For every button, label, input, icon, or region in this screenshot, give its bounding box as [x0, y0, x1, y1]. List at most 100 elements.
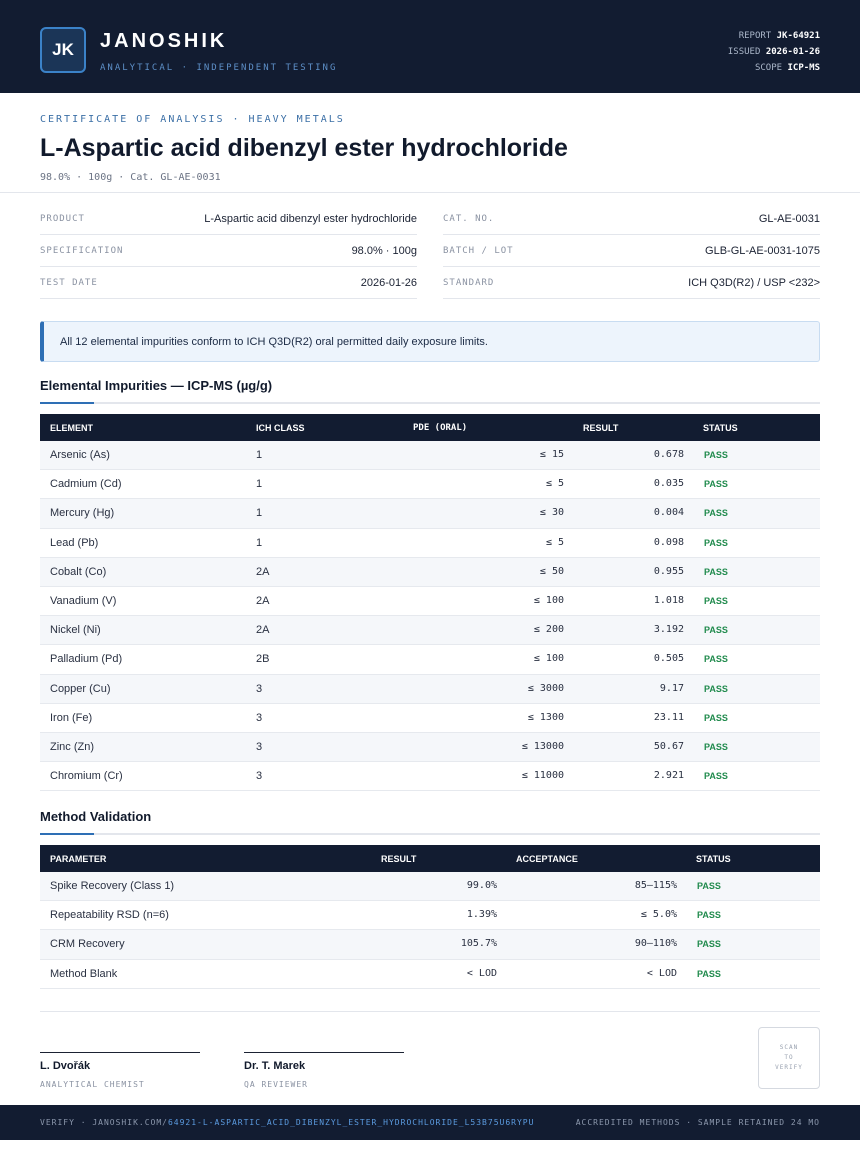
impurities-section-title: Elemental Impurities — ICP-MS (µg/g) [40, 378, 273, 393]
table-row: Iron (Fe) 3 ≤ 1300 23.11 PASS [40, 704, 820, 733]
table-row: Nickel (Ni) 2A ≤ 200 3.192 PASS [40, 616, 820, 646]
cell-pde: ≤ 13000 [521, 740, 564, 752]
col-element: ELEMENT [50, 423, 94, 433]
info-value: ICH Q3D(R2) / USP <232> [688, 276, 820, 289]
qr-text: SCAN [779, 1044, 799, 1051]
info-label: PRODUCT [40, 213, 85, 224]
cell-result: 2.921 [653, 770, 684, 782]
cell-pde: ≤ 3000 [527, 682, 564, 694]
divider [40, 1011, 820, 1012]
info-label: CAT. NO. [443, 213, 495, 224]
cell-result: 9.17 [659, 682, 684, 694]
status-badge: PASS [697, 881, 721, 891]
report-footer: VERIFY · JANOSHIK.COM/64921-L-ASPARTIC_A… [0, 1105, 860, 1140]
col-ich-class: ICH CLASS [256, 423, 305, 433]
cell-pde: ≤ 100 [533, 653, 564, 665]
cell-result: 3.192 [653, 624, 684, 636]
signature-reviewer: Dr. T. Marek QA REVIEWER [244, 1052, 404, 1089]
status-badge: PASS [704, 771, 728, 782]
info-label: TEST DATE [40, 277, 98, 288]
table-body: Arsenic (As) 1 ≤ 15 0.678 PASS Cadmium (Cd) 1 ≤… [40, 441, 820, 792]
status-badge: PASS [704, 654, 728, 665]
cell-ich-class: 2B [256, 653, 270, 666]
info-row-product: PRODUCT L-Aspartic acid dibenzyl ester h… [40, 203, 417, 235]
col-parameter: PARAMETER [50, 854, 107, 864]
page-title: L-Aspartic acid dibenzyl ester hydrochlo… [40, 134, 568, 162]
table-header: PARAMETER RESULT ACCEPTANCE STATUS [40, 845, 820, 872]
info-row-standard: STANDARD ICH Q3D(R2) / USP <232> [443, 267, 820, 299]
cell-ich-class: 2A [256, 594, 270, 607]
verify-line: VERIFY · JANOSHIK.COM/64921-L-ASPARTIC_A… [40, 1118, 534, 1127]
cell-result: 0.955 [653, 565, 684, 577]
info-value: 98.0% · 100g [351, 244, 417, 257]
cell-result: 23.11 [653, 711, 684, 723]
brand-name: JANOSHIK [100, 30, 228, 52]
validation-section-title: Method Validation [40, 809, 152, 824]
logo: JK [40, 27, 86, 73]
cell-result: 1.018 [653, 594, 684, 606]
cell-result: 0.035 [653, 478, 684, 490]
cell-result: 1.39% [466, 909, 497, 921]
cell-element: Nickel (Ni) [50, 624, 101, 637]
qr-text: VERIFY [775, 1064, 803, 1071]
info-value: GL-AE-0031 [758, 212, 820, 225]
status-badge: PASS [697, 910, 721, 921]
cell-pde: ≤ 5 [545, 478, 564, 490]
col-status: STATUS [696, 854, 731, 864]
footer-note: ACCREDITED METHODS · SAMPLE RETAINED 24 … [575, 1118, 820, 1127]
signature-role: ANALYTICAL CHEMIST [40, 1080, 145, 1089]
cell-element: Mercury (Hg) [50, 507, 115, 520]
scope-label: SCOPE [754, 63, 783, 73]
table-row: Cadmium (Cd) 1 ≤ 5 0.035 PASS [40, 470, 820, 500]
conformance-notice: All 12 elemental impurities conform to I… [40, 321, 820, 362]
table-row: Method Blank < LOD < LOD PASS [40, 960, 820, 989]
table-row: Copper (Cu) 3 ≤ 3000 9.17 PASS [40, 674, 820, 704]
cell-ich-class: 2A [256, 565, 270, 578]
cell-ich-class: 1 [256, 449, 263, 461]
table-row: Repeatability RSD (n=6) 1.39% ≤ 5.0% PASS [40, 901, 820, 931]
cell-pde: ≤ 1300 [527, 711, 564, 723]
info-value: L-Aspartic acid dibenzyl ester hydrochlo… [204, 212, 417, 225]
status-badge: PASS [704, 479, 728, 490]
issued-date: 2026-01-26 [765, 47, 820, 57]
signature-name: Dr. T. Marek [244, 1060, 306, 1072]
cell-result: 0.505 [653, 653, 684, 665]
cell-acceptance: ≤ 5.0% [640, 909, 677, 921]
status-badge: PASS [704, 566, 728, 577]
verify-qr-code[interactable]: SCAN TO VERIFY [758, 1027, 820, 1089]
signature-name: L. Dvořák [40, 1060, 91, 1072]
col-status: STATUS [703, 423, 738, 433]
cell-result: 50.67 [653, 740, 684, 752]
info-value: GLB-GL-AE-0031-1075 [705, 244, 820, 257]
cell-element: Palladium (Pd) [50, 653, 123, 666]
status-badge: PASS [704, 712, 728, 723]
table-row: Zinc (Zn) 3 ≤ 13000 50.67 PASS [40, 732, 820, 763]
signature-role: QA REVIEWER [244, 1080, 308, 1089]
table-row: CRM Recovery 105.7% 90–110% PASS [40, 930, 820, 960]
cell-pde: ≤ 200 [533, 624, 564, 636]
verify-link[interactable]: 64921-L-ASPARTIC_ACID_DIBENZYL_ESTER_HYD… [167, 1118, 535, 1127]
report-meta: REPORT JK-64921 ISSUED 2026-01-26 SCOPE … [728, 28, 820, 76]
report-number: JK-64921 [776, 31, 820, 41]
status-badge: PASS [704, 741, 728, 752]
cell-element: Iron (Fe) [50, 711, 93, 724]
impurities-table: ELEMENT ICH CLASS PDE (ORAL) RESULT STAT… [40, 414, 820, 792]
verify-prefix: VERIFY · JANOSHIK.COM/ [40, 1118, 168, 1127]
col-acceptance: ACCEPTANCE [516, 854, 578, 864]
col-result: RESULT [381, 854, 417, 864]
table-row: Chromium (Cr) 3 ≤ 11000 2.921 PASS [40, 762, 820, 792]
cell-ich-class: 1 [256, 507, 263, 520]
certificate-label: CERTIFICATE OF ANALYSIS · HEAVY METALS [40, 114, 345, 125]
table-header: ELEMENT ICH CLASS PDE (ORAL) RESULT STAT… [40, 414, 820, 441]
cell-element: Zinc (Zn) [50, 740, 94, 753]
page-subtitle: 98.0% · 100g · Cat. GL-AE-0031 [40, 172, 221, 183]
cell-ich-class: 1 [256, 478, 263, 491]
cell-pde: ≤ 100 [533, 594, 564, 606]
qr-text: TO [784, 1054, 794, 1061]
cell-element: Lead (Pb) [50, 536, 99, 549]
table-row: Spike Recovery (Class 1) 99.0% 85–115% PASS [40, 872, 820, 902]
info-label: SPECIFICATION [40, 245, 124, 256]
table-row: Palladium (Pd) 2B ≤ 100 0.505 PASS [40, 645, 820, 675]
issued-label: ISSUED [727, 47, 761, 57]
cell-result: 0.098 [653, 536, 684, 548]
